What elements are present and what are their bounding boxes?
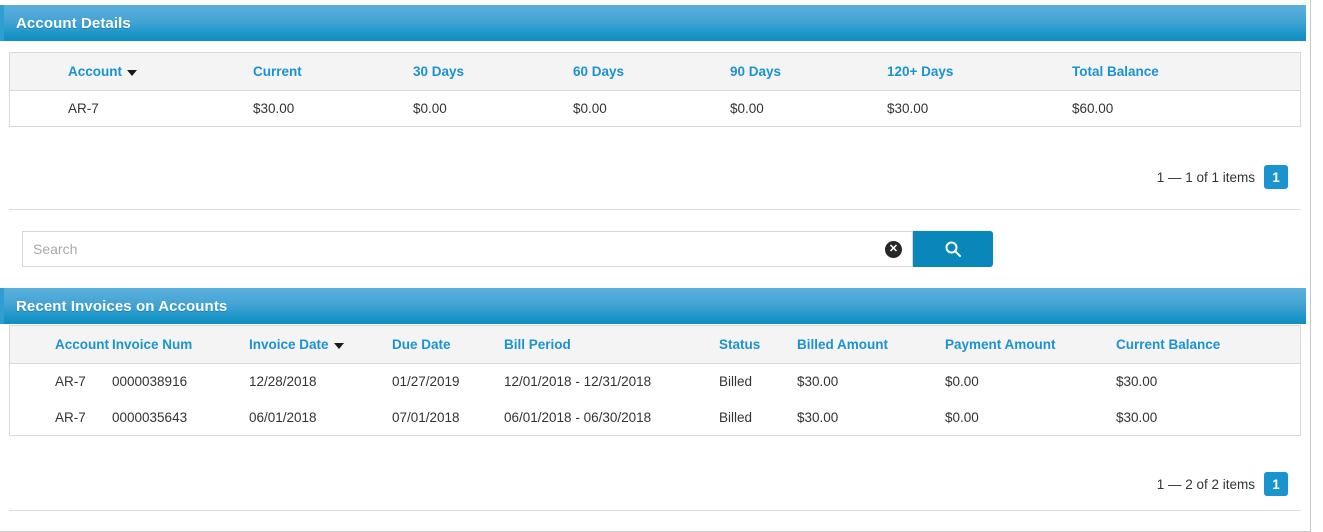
column-header-invoice-date[interactable]: Invoice Date (243, 326, 386, 364)
cell-status: Billed (719, 373, 753, 389)
cell-billed-amount: $30.00 (797, 409, 839, 425)
cell-current: $30.00 (253, 100, 295, 116)
cell-payment-amount: $0.00 (945, 373, 979, 389)
sort-descending-icon (127, 70, 137, 77)
search-submit-button[interactable] (913, 231, 993, 267)
cell-invoice-date: 06/01/2018 (249, 409, 317, 425)
cell-status: Billed (719, 409, 753, 425)
cell-total-balance: $60.00 (1072, 100, 1114, 116)
cell-billed-amount: $30.00 (797, 373, 839, 389)
column-header-invoice-date-label: Invoice Date (249, 336, 329, 352)
table-row[interactable]: AR-7 0000038916 12/28/2018 01/27/2019 12… (10, 363, 1300, 399)
account-details-panel-title: Account Details (0, 5, 1306, 41)
table-row[interactable]: AR-7 $30.00 $0.00 $0.00 $0.00 $30.00 $60… (10, 90, 1300, 126)
cell-invoice-num: 0000035643 (112, 409, 188, 425)
account-details-title-text: Account Details (16, 14, 131, 32)
recent-invoices-grid: Account Invoice Num Invoice Date Due Dat… (9, 325, 1301, 436)
table-row[interactable]: AR-7 0000035643 06/01/2018 07/01/2018 06… (10, 399, 1300, 435)
search-input[interactable] (33, 241, 879, 257)
column-header-account-label: Account (68, 63, 122, 79)
section-divider-top (9, 209, 1301, 210)
column-header-account[interactable]: Account (10, 53, 195, 91)
cell-due-date: 01/27/2019 (392, 373, 460, 389)
column-header-120-days[interactable]: 120+ Days (829, 53, 1014, 91)
cell-account: AR-7 (68, 100, 99, 116)
cell-30-days: $0.00 (413, 100, 447, 116)
account-details-grid: Account Current 30 Days 60 Days 90 Days … (9, 52, 1301, 127)
cell-bill-period: 06/01/2018 - 06/30/2018 (504, 409, 652, 425)
recent-invoices-header-row: Account Invoice Num Invoice Date Due Dat… (10, 326, 1300, 364)
column-header-status[interactable]: Status (713, 326, 791, 364)
cell-current-balance: $30.00 (1116, 409, 1158, 425)
pager-page-1[interactable]: 1 (1264, 472, 1288, 496)
recent-invoices-panel-title: Recent Invoices on Accounts (0, 288, 1306, 324)
account-details-header-row: Account Current 30 Days 60 Days 90 Days … (10, 53, 1300, 91)
section-divider-bottom (9, 510, 1301, 511)
column-header-90-days[interactable]: 90 Days (672, 53, 829, 91)
column-header-60-days[interactable]: 60 Days (515, 53, 672, 91)
search-icon (945, 241, 961, 257)
column-header-bill-period[interactable]: Bill Period (498, 326, 713, 364)
cell-invoice-date: 12/28/2018 (249, 373, 317, 389)
column-header-30-days[interactable]: 30 Days (355, 53, 515, 91)
cell-inv-account: AR-7 (55, 409, 86, 425)
search-box[interactable]: ✕ (22, 231, 913, 267)
cell-due-date: 07/01/2018 (392, 409, 460, 425)
column-header-current[interactable]: Current (195, 53, 355, 91)
cell-invoice-num: 0000038916 (112, 373, 188, 389)
pager-summary: 1 — 1 of 1 items (1156, 169, 1255, 185)
column-header-total-balance[interactable]: Total Balance (1014, 53, 1300, 91)
cell-120-days: $30.00 (887, 100, 929, 116)
column-header-inv-account[interactable]: Account (10, 326, 109, 364)
cell-60-days: $0.00 (573, 100, 607, 116)
clear-circle-icon[interactable]: ✕ (885, 240, 902, 258)
account-details-pager: 1 — 1 of 1 items 1 (1157, 165, 1288, 189)
column-header-invoice-num[interactable]: Invoice Num (106, 326, 243, 364)
cell-inv-account: AR-7 (55, 373, 86, 389)
cell-current-balance: $30.00 (1116, 373, 1158, 389)
pager-page-1[interactable]: 1 (1264, 165, 1288, 189)
sort-descending-icon (333, 343, 344, 350)
cell-bill-period: 12/01/2018 - 12/31/2018 (504, 373, 652, 389)
column-header-current-balance[interactable]: Current Balance (1110, 326, 1300, 364)
column-header-payment-amount[interactable]: Payment Amount (939, 326, 1110, 364)
recent-invoices-title-text: Recent Invoices on Accounts (16, 297, 228, 315)
pager-summary: 1 — 2 of 2 items (1156, 476, 1255, 492)
cell-payment-amount: $0.00 (945, 409, 979, 425)
column-header-due-date[interactable]: Due Date (386, 326, 498, 364)
search-row: ✕ (22, 231, 993, 267)
recent-invoices-pager: 1 — 2 of 2 items 1 (1157, 472, 1288, 496)
column-header-billed-amount[interactable]: Billed Amount (791, 326, 939, 364)
cell-90-days: $0.00 (730, 100, 764, 116)
